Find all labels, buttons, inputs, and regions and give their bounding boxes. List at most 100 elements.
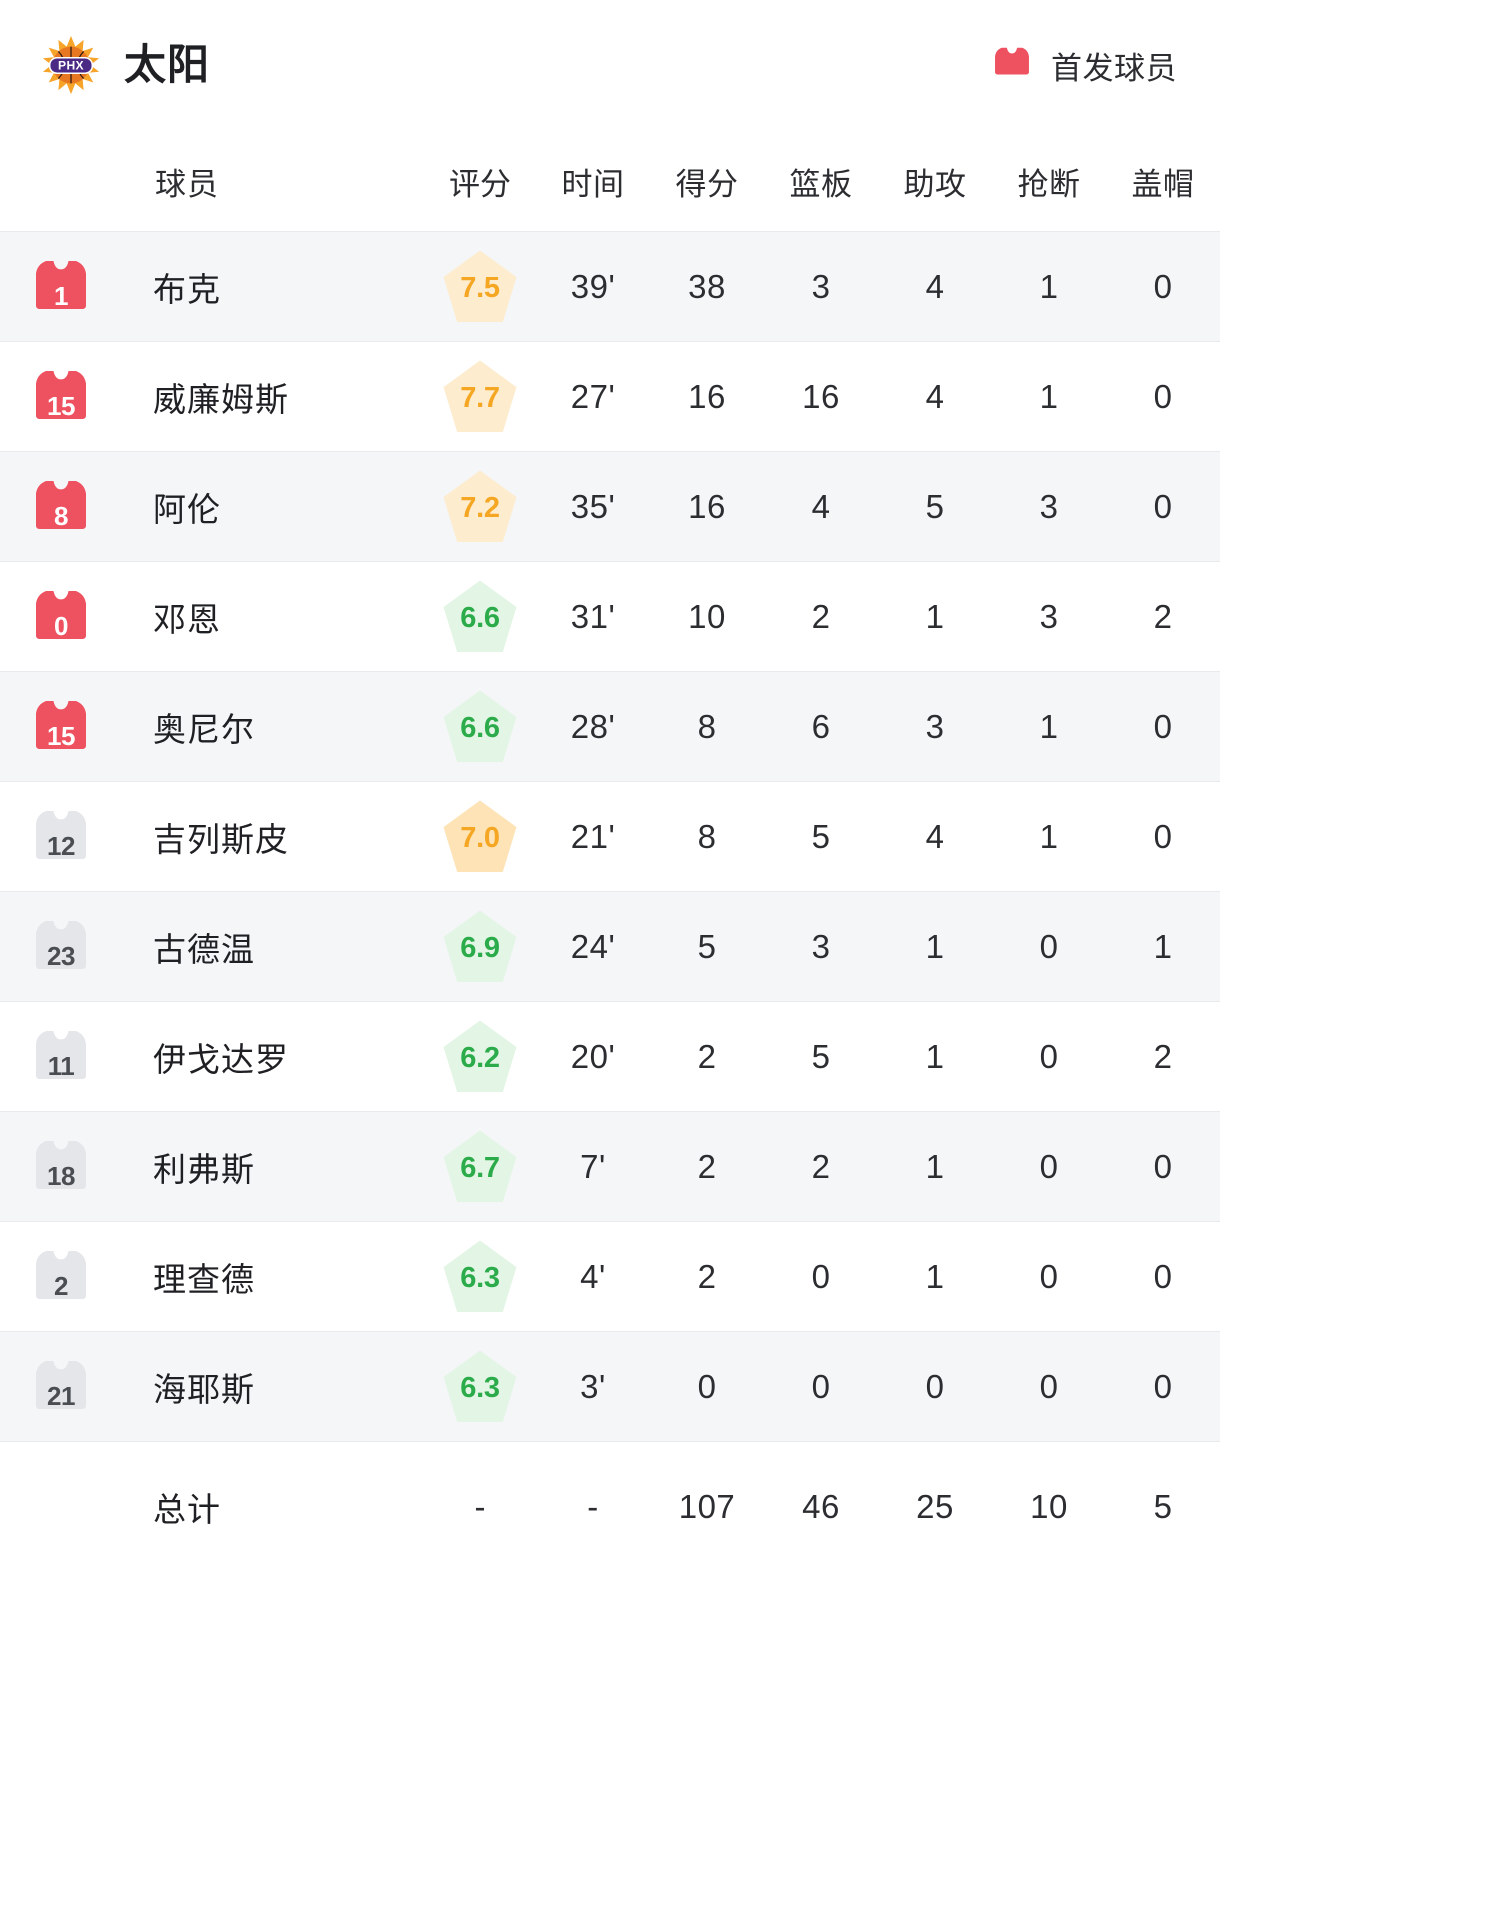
player-jersey-cell: 15 <box>0 367 110 427</box>
player-points: 16 <box>688 378 726 415</box>
rating-badge: 6.7 <box>442 1129 518 1205</box>
table-row[interactable]: 2 理查德 6.3 4' 2 0 1 0 0 <box>0 1222 1220 1332</box>
rating-value: 7.5 <box>460 271 500 304</box>
player-assists: 1 <box>925 1148 945 1185</box>
rating-value: 7.2 <box>460 491 500 524</box>
player-steals: 0 <box>1039 1038 1059 1075</box>
rating-badge: 6.3 <box>442 1239 518 1315</box>
player-rating-cell: 7.2 <box>424 469 536 545</box>
starters-legend: 首发球员 <box>993 43 1462 88</box>
rating-value: 6.9 <box>460 931 500 964</box>
col-rating: 评分 <box>449 166 511 202</box>
player-minutes: 7' <box>580 1148 606 1185</box>
totals-assists: 25 <box>916 1488 954 1525</box>
player-name[interactable]: 利弗斯 <box>153 1151 255 1188</box>
player-blocks: 0 <box>1153 1148 1173 1185</box>
table-row[interactable]: 15 奥尼尔 6.6 28' 8 6 3 1 0 <box>0 672 1220 782</box>
jersey-number: 2 <box>54 1271 68 1301</box>
col-player: 球员 <box>155 166 219 202</box>
player-minutes: 21' <box>570 818 616 855</box>
rating-badge: 7.7 <box>442 359 518 435</box>
totals-label: 总计 <box>153 1491 221 1528</box>
jersey-icon: 12 <box>33 807 89 867</box>
jersey-icon: 15 <box>33 367 89 427</box>
player-steals: 0 <box>1039 1258 1059 1295</box>
col-rebounds: 篮板 <box>789 166 853 202</box>
table-row[interactable]: 8 阿伦 7.2 35' 16 4 5 3 0 <box>0 452 1220 562</box>
player-minutes: 4' <box>580 1258 606 1295</box>
jersey-icon: 1 <box>33 257 89 317</box>
player-assists: 1 <box>925 598 945 635</box>
rating-value: 6.6 <box>460 711 500 744</box>
player-points: 8 <box>697 708 717 745</box>
player-steals: 0 <box>1039 1368 1059 1405</box>
table-row[interactable]: 18 利弗斯 6.7 7' 2 2 1 0 0 <box>0 1112 1220 1222</box>
player-jersey-cell: 1 <box>0 257 110 317</box>
table-row[interactable]: 11 伊戈达罗 6.2 20' 2 5 1 0 2 <box>0 1002 1220 1112</box>
player-rating-cell: 6.6 <box>424 689 536 765</box>
player-rebounds: 5 <box>811 1038 831 1075</box>
svg-text:PHX: PHX <box>58 58 84 72</box>
player-name[interactable]: 阿伦 <box>153 491 221 528</box>
rating-value: 6.2 <box>460 1041 500 1074</box>
player-rebounds: 16 <box>802 378 840 415</box>
jersey-number: 1 <box>54 281 68 311</box>
totals-points: 107 <box>678 1488 736 1525</box>
player-blocks: 0 <box>1153 708 1173 745</box>
player-minutes: 24' <box>570 928 616 965</box>
table-row[interactable]: 0 邓恩 6.6 31' 10 2 1 3 2 <box>0 562 1220 672</box>
player-rebounds: 3 <box>811 928 831 965</box>
table-row[interactable]: 1 布克 7.5 39' 38 3 4 1 0 <box>0 232 1220 342</box>
jersey-number: 15 <box>47 391 75 421</box>
totals-row: 总计 - - 107 46 25 10 5 <box>0 1442 1220 1572</box>
jersey-icon: 11 <box>33 1027 89 1087</box>
box-score-table: 球员 评分 时间 得分 篮板 助攻 抢断 盖帽 1 布克 7.5 39' 38 3 4 1 0 1… <box>0 130 1220 1572</box>
col-points: 得分 <box>675 166 739 202</box>
rating-badge: 6.9 <box>442 909 518 985</box>
player-name[interactable]: 邓恩 <box>153 601 221 638</box>
player-assists: 1 <box>925 1038 945 1075</box>
player-rebounds: 0 <box>811 1368 831 1405</box>
player-name[interactable]: 伊戈达罗 <box>153 1041 289 1078</box>
player-points: 2 <box>697 1148 717 1185</box>
jersey-icon: 18 <box>33 1137 89 1197</box>
player-points: 10 <box>688 598 726 635</box>
player-assists: 4 <box>925 818 945 855</box>
player-steals: 1 <box>1039 708 1059 745</box>
player-name[interactable]: 威廉姆斯 <box>153 381 289 418</box>
player-assists: 1 <box>925 1258 945 1295</box>
team-header: PHX 太阳 首发球员 <box>0 0 1500 130</box>
col-minutes: 时间 <box>561 166 625 202</box>
player-assists: 3 <box>925 708 945 745</box>
table-row[interactable]: 15 威廉姆斯 7.7 27' 16 16 4 1 0 <box>0 342 1220 452</box>
player-name[interactable]: 理查德 <box>153 1261 255 1298</box>
jersey-icon: 15 <box>33 697 89 757</box>
player-points: 38 <box>688 268 726 305</box>
player-minutes: 3' <box>580 1368 606 1405</box>
player-steals: 3 <box>1039 488 1059 525</box>
player-rebounds: 2 <box>811 598 831 635</box>
player-name[interactable]: 古德温 <box>153 931 255 968</box>
player-steals: 0 <box>1039 928 1059 965</box>
player-points: 0 <box>697 1368 717 1405</box>
player-rating-cell: 7.0 <box>424 799 536 875</box>
player-name[interactable]: 吉列斯皮 <box>153 821 289 858</box>
player-steals: 1 <box>1039 268 1059 305</box>
rating-value: 6.6 <box>460 601 500 634</box>
player-rating-cell: 6.7 <box>424 1129 536 1205</box>
table-row[interactable]: 21 海耶斯 6.3 3' 0 0 0 0 0 <box>0 1332 1220 1442</box>
player-name[interactable]: 布克 <box>153 271 221 308</box>
player-rating-cell: 6.9 <box>424 909 536 985</box>
rating-value: 6.3 <box>460 1261 500 1294</box>
player-name[interactable]: 海耶斯 <box>153 1371 255 1408</box>
player-steals: 1 <box>1039 378 1059 415</box>
player-rating-cell: 6.3 <box>424 1239 536 1315</box>
jersey-number: 0 <box>54 611 68 641</box>
jersey-icon <box>993 45 1031 85</box>
player-jersey-cell: 12 <box>0 807 110 867</box>
player-name[interactable]: 奥尼尔 <box>153 711 255 748</box>
table-row[interactable]: 23 古德温 6.9 24' 5 3 1 0 1 <box>0 892 1220 1002</box>
team-identity[interactable]: PHX 太阳 <box>40 34 210 96</box>
rating-value: 6.7 <box>460 1151 500 1184</box>
table-row[interactable]: 12 吉列斯皮 7.0 21' 8 5 4 1 0 <box>0 782 1220 892</box>
